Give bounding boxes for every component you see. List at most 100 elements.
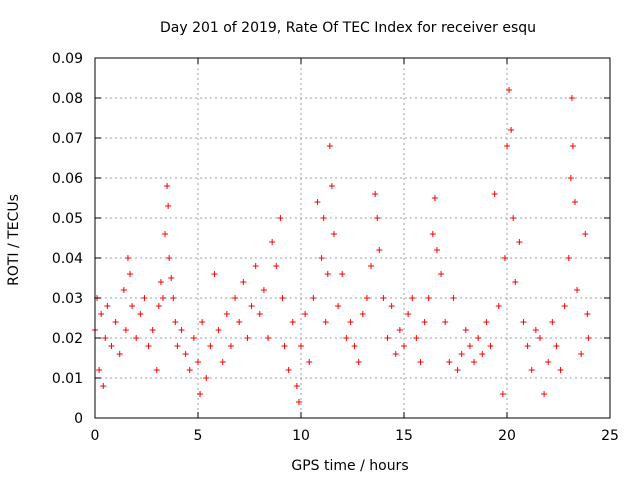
data-point — [195, 359, 201, 365]
data-point — [582, 231, 589, 237]
data-point — [100, 383, 107, 389]
data-point — [215, 327, 222, 333]
data-point — [289, 319, 296, 325]
data-point — [425, 295, 432, 301]
data-point — [252, 263, 259, 269]
data-point — [561, 303, 568, 309]
x-tick-label: 15 — [395, 428, 413, 444]
data-point — [483, 319, 490, 325]
x-tick-label: 10 — [292, 428, 310, 444]
data-point — [166, 255, 173, 261]
y-tick-label: 0.04 — [52, 251, 83, 267]
data-point — [568, 95, 575, 101]
y-tick-label: 0.06 — [52, 171, 83, 187]
data-point — [454, 367, 461, 373]
data-point — [388, 303, 395, 309]
data-point — [96, 367, 103, 373]
data-point — [512, 279, 519, 285]
data-point — [405, 311, 412, 317]
plot-frame — [94, 57, 611, 419]
data-point — [279, 295, 286, 301]
data-point — [401, 343, 407, 349]
data-point — [165, 203, 172, 209]
data-point — [322, 319, 329, 325]
data-point — [219, 359, 226, 365]
data-point — [504, 143, 510, 149]
data-point — [116, 351, 123, 357]
data-point — [310, 295, 317, 301]
y-tick-label: 0.08 — [52, 91, 83, 107]
data-point — [281, 343, 288, 349]
data-point — [462, 327, 469, 333]
data-point — [273, 263, 280, 269]
data-point — [207, 343, 214, 349]
data-point — [392, 351, 399, 357]
data-point — [506, 87, 513, 93]
data-point — [320, 215, 327, 221]
data-point — [368, 263, 375, 269]
data-point — [374, 215, 381, 221]
data-point — [450, 295, 457, 301]
data-point — [328, 183, 335, 189]
data-point — [466, 343, 473, 349]
data-point — [285, 367, 292, 373]
y-axis-label: ROTI / TECUs — [6, 194, 22, 286]
data-point — [549, 319, 556, 325]
data-point — [421, 319, 428, 325]
data-point — [182, 351, 189, 357]
data-point — [129, 303, 136, 309]
y-tick-label: 0.01 — [52, 371, 83, 387]
data-point — [520, 319, 527, 325]
data-point — [553, 343, 560, 349]
data-point — [324, 271, 331, 277]
data-point — [149, 327, 156, 333]
data-point — [244, 335, 251, 341]
data-point — [409, 295, 416, 301]
data-point — [510, 215, 517, 221]
data-point — [141, 295, 148, 301]
data-point — [260, 287, 267, 293]
data-point — [475, 335, 482, 341]
data-point — [585, 335, 592, 341]
data-point — [524, 343, 531, 349]
data-point — [359, 311, 366, 317]
data-point — [277, 215, 284, 221]
data-point — [578, 351, 585, 357]
data-point — [330, 231, 337, 237]
data-point — [186, 367, 193, 373]
data-point — [335, 303, 342, 309]
data-point — [122, 327, 129, 333]
data-point — [162, 231, 169, 237]
x-tick-label: 0 — [91, 428, 100, 444]
data-point — [227, 343, 234, 349]
data-point — [584, 311, 591, 317]
data-point — [339, 271, 346, 277]
data-point — [499, 391, 506, 397]
data-point — [491, 191, 498, 197]
data-point — [295, 399, 302, 405]
data-point — [433, 247, 440, 253]
data-point — [532, 327, 539, 333]
data-point — [545, 359, 552, 365]
data-marks — [92, 87, 592, 405]
data-point — [429, 231, 436, 237]
data-point — [302, 311, 309, 317]
data-point — [108, 343, 115, 349]
data-point — [170, 295, 177, 301]
data-point — [298, 343, 304, 349]
data-point — [265, 335, 272, 341]
data-point — [347, 319, 354, 325]
data-point — [137, 311, 144, 317]
tick-layer: 0 5 10 15 20 25 0 0.01 0.02 0.03 0.04 0.05 0.06 0.07 0… — [52, 51, 619, 444]
data-point — [232, 295, 239, 301]
data-point — [124, 255, 131, 261]
data-point — [120, 287, 127, 293]
data-point — [236, 319, 243, 325]
data-point — [567, 175, 574, 181]
data-point — [380, 295, 387, 301]
data-point — [155, 303, 162, 309]
x-tick-label: 20 — [498, 428, 516, 444]
data-point — [164, 183, 171, 189]
data-point — [199, 319, 206, 325]
